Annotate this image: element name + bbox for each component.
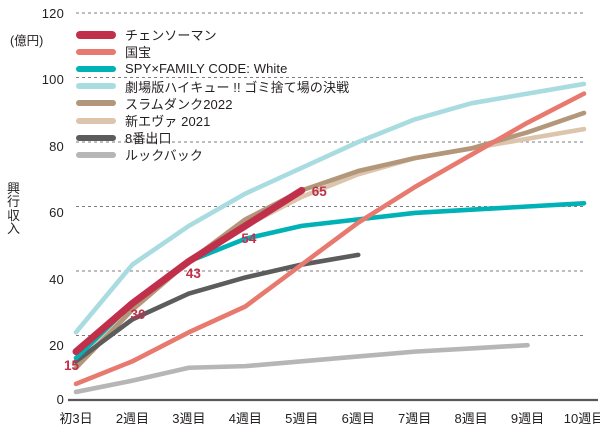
- xtick-label: 4週目: [228, 411, 262, 426]
- ytick-label: 100: [41, 72, 64, 87]
- data-point-label: 43: [185, 266, 201, 282]
- legend-color-swatch: [76, 117, 116, 124]
- legend-item-label: 新エヴァ 2021: [125, 114, 211, 130]
- legend-item[interactable]: スラムダンク2022: [76, 95, 349, 112]
- series-line: [73, 342, 530, 395]
- series-line: [73, 91, 587, 387]
- y-axis-title: 興行収入: [6, 181, 20, 236]
- xtick-label: 7週目: [398, 411, 432, 426]
- xtick-label: 5週目: [285, 411, 319, 426]
- legend-item-label: チェンソーマン: [125, 28, 217, 44]
- legend-item-label: 劇場版ハイキュー !! ゴミ捨て場の決戦: [125, 79, 350, 95]
- legend-color-swatch: [76, 100, 116, 107]
- legend-item-label: SPY×FAMILY CODE: White: [125, 61, 288, 77]
- series-line: [73, 126, 587, 367]
- legend-item[interactable]: チェンソーマン: [76, 26, 349, 43]
- xtick-label: 2週目: [115, 411, 150, 426]
- legend-color-swatch: [76, 30, 116, 39]
- ytick-label: 60: [49, 205, 64, 220]
- legend-item[interactable]: SPY×FAMILY CODE: White: [76, 60, 349, 77]
- legend-item-label: ルックバック: [125, 148, 203, 164]
- xtick-label: 初3日: [59, 411, 93, 426]
- legend-item[interactable]: 新エヴァ 2021: [76, 112, 349, 129]
- legend-color-swatch: [76, 48, 116, 55]
- legend-item[interactable]: 8番出口: [76, 129, 349, 146]
- xtick-label: 10週目: [563, 411, 600, 426]
- ytick-label: 80: [49, 139, 64, 154]
- series-line: [72, 186, 306, 356]
- legend-item-label: 8番出口: [125, 131, 172, 147]
- data-point-label: 30: [130, 307, 146, 323]
- xtick-label: 6週目: [341, 411, 375, 426]
- legend-item-label: 国宝: [125, 45, 152, 61]
- ytick-label: 20: [49, 338, 64, 353]
- data-point-label: 65: [311, 184, 327, 200]
- legend-color-swatch: [76, 134, 116, 141]
- legend-item[interactable]: 国宝: [76, 43, 349, 60]
- legend-item-label: スラムダンク2022: [125, 96, 233, 112]
- legend-item[interactable]: 劇場版ハイキュー !! ゴミ捨て場の決戦: [76, 78, 349, 95]
- data-point-label: 54: [241, 230, 257, 246]
- ytick-label: 120: [41, 6, 64, 21]
- series-line: [73, 200, 587, 361]
- ytick-label: 0: [56, 392, 64, 407]
- gridlines-group: [76, 12, 584, 336]
- series-lines-group: [72, 81, 587, 395]
- data-point-label: 15: [64, 357, 80, 373]
- series-line: [73, 252, 361, 364]
- xtick-label: 8週目: [454, 411, 488, 426]
- legend-item[interactable]: ルックバック: [76, 146, 349, 163]
- ytick-label: 40: [49, 272, 64, 287]
- legend: チェンソーマン 国宝 SPY×FAMILY CODE: White 劇場版ハイキュー …: [76, 26, 349, 164]
- legend-color-swatch: [76, 151, 116, 158]
- xtick-label: 9週目: [510, 411, 545, 426]
- series-line: [73, 81, 587, 335]
- xtick-label: 3週目: [172, 411, 206, 426]
- legend-color-swatch: [76, 65, 116, 72]
- y-axis-unit-label: (億円): [10, 34, 44, 48]
- legend-color-swatch: [76, 83, 116, 90]
